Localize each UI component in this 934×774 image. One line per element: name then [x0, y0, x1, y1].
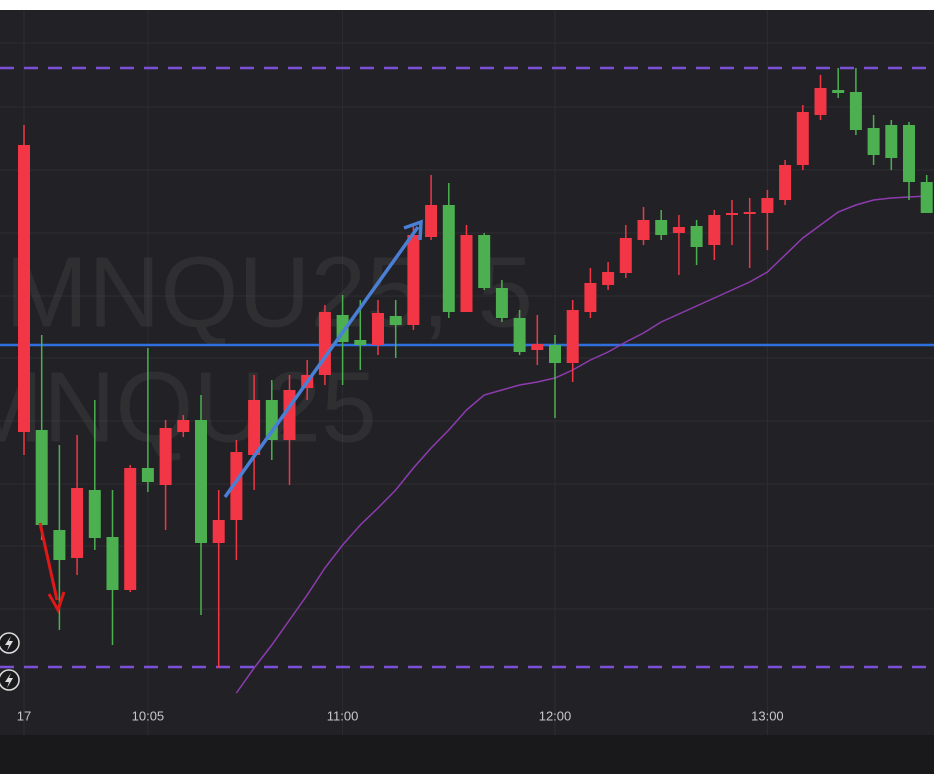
candle-body [159, 428, 172, 485]
candle-body [124, 468, 137, 590]
candle-body [212, 520, 225, 543]
candle-body [814, 88, 827, 115]
candle-body [584, 283, 597, 312]
alert-icon [0, 669, 20, 691]
candle-body [531, 344, 544, 350]
candle-body [495, 288, 508, 318]
candle-body [903, 125, 915, 182]
candle-body [372, 313, 384, 345]
candle-body [35, 430, 48, 525]
red-arrow-head [47, 591, 66, 614]
x-tick-label: 13:00 [751, 708, 784, 723]
candle-body [195, 420, 207, 543]
candle-body [177, 420, 190, 432]
candle-body [761, 198, 774, 213]
candle-body [779, 165, 792, 200]
bottom-bar [0, 735, 934, 774]
blue-arrow [223, 225, 420, 499]
candle-body [18, 145, 30, 432]
moving-average [235, 195, 927, 694]
annotations [0, 219, 423, 691]
candle-body [690, 226, 703, 247]
candle-body [655, 220, 668, 235]
candle-body [920, 182, 933, 213]
candle-body [867, 128, 880, 155]
candle-body [743, 212, 756, 214]
candle-body [885, 125, 898, 158]
candle-body [619, 238, 632, 273]
candle-body [566, 310, 579, 363]
candle-body [141, 468, 154, 482]
candle-body [832, 90, 845, 93]
candle-body [354, 340, 367, 345]
candle-body [513, 318, 526, 352]
candle-body [549, 345, 561, 363]
candle-body [425, 205, 438, 237]
series-layer [0, 66, 934, 694]
candle-body [796, 112, 809, 165]
candle-body [726, 213, 738, 215]
candle-body [248, 400, 261, 455]
x-tick-label: 12:00 [539, 708, 572, 723]
top-strip [0, 0, 934, 10]
blue-arrow-head [403, 219, 423, 241]
x-tick-label: 10:05 [132, 708, 165, 723]
candle-body [637, 220, 650, 240]
x-tick-label: 17 [17, 708, 31, 723]
candle-body [88, 490, 101, 538]
candle-body [478, 235, 491, 288]
candle-body [849, 92, 862, 130]
candle-body [602, 272, 615, 285]
x-tick-label: 11:00 [327, 708, 359, 723]
candle-body [708, 215, 721, 245]
candle-body [389, 316, 402, 325]
candle-body [442, 205, 455, 312]
candle-body [53, 530, 66, 560]
candle-body [71, 488, 84, 558]
plot-area [0, 10, 934, 735]
alert-icon [0, 632, 20, 654]
candle-body [672, 227, 685, 233]
candle-body [106, 537, 119, 590]
candle-body [407, 235, 420, 325]
candle-body [230, 452, 243, 520]
candle-body [460, 235, 473, 312]
red-arrow [38, 522, 59, 601]
